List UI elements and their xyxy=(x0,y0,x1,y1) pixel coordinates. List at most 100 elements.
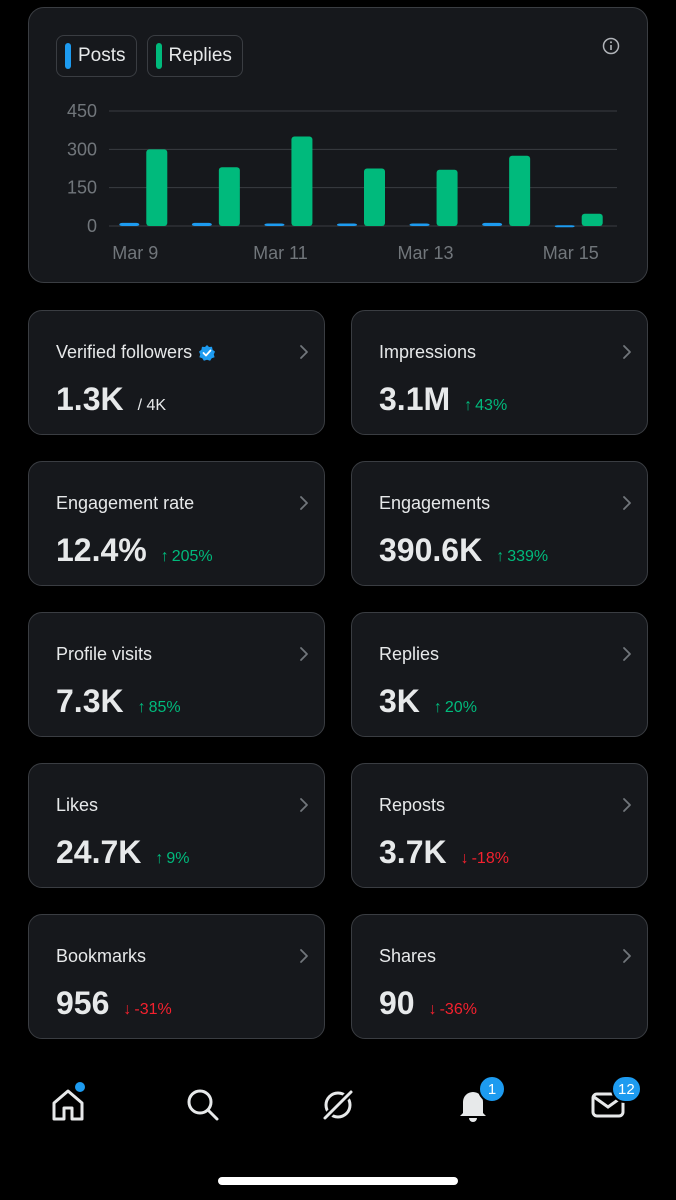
metric-value: 90 xyxy=(379,985,415,1021)
metric-label-text: Bookmarks xyxy=(56,946,147,966)
metric-tile-impressions[interactable]: Impressions 3.1M ↑ 43% xyxy=(351,310,648,435)
tab-messages[interactable]: 12 xyxy=(583,1075,642,1130)
metric-value-row: 3.7K ↓ -18% xyxy=(379,834,509,871)
metric-tile-engagement-rate[interactable]: Engagement rate 12.4% ↑ 205% xyxy=(28,461,325,586)
metric-value-row: 956 ↓ -31% xyxy=(56,985,172,1022)
chevron-right-icon xyxy=(623,345,631,359)
metric-delta: ↑ 43% xyxy=(464,397,507,415)
bottom-tab-bar: 1 12 xyxy=(0,1060,676,1150)
chevron-right-icon xyxy=(623,496,631,510)
tab-notifications[interactable]: 1 xyxy=(448,1075,506,1130)
info-icon[interactable] xyxy=(602,37,620,55)
metric-label: Shares xyxy=(379,946,436,967)
arrow-up-icon: ↑ xyxy=(155,850,164,867)
replies-bar xyxy=(146,149,168,226)
y-tick-label: 0 xyxy=(87,216,97,236)
metric-tile-verified-followers[interactable]: Verified followers 1.3K / 4K xyxy=(28,310,325,435)
y-tick-label: 300 xyxy=(67,139,97,159)
posts-bar xyxy=(264,223,285,226)
metric-value-row: 12.4% ↑ 205% xyxy=(56,532,213,569)
metric-tile-engagements[interactable]: Engagements 390.6K ↑ 339% xyxy=(351,461,648,586)
metric-value: 3.7K xyxy=(379,834,447,870)
metric-label-text: Replies xyxy=(379,644,440,664)
metric-tile-replies[interactable]: Replies 3K ↑ 20% xyxy=(351,612,648,737)
metric-tile-profile-visits[interactable]: Profile visits 7.3K ↑ 85% xyxy=(28,612,325,737)
arrow-up-icon: ↑ xyxy=(160,548,169,565)
chevron-right-icon xyxy=(300,345,308,359)
replies-bar xyxy=(581,213,603,226)
chevron-right-icon xyxy=(300,798,308,812)
metric-tile-likes[interactable]: Likes 24.7K ↑ 9% xyxy=(28,763,325,888)
metric-value-row: 24.7K ↑ 9% xyxy=(56,834,190,871)
posts-bar xyxy=(554,225,575,228)
metric-value: 1.3K xyxy=(56,381,124,417)
x-tick-label: Mar 11 xyxy=(253,243,308,263)
home-new-dot xyxy=(75,1082,85,1092)
metric-value: 24.7K xyxy=(56,834,142,870)
metric-label: Bookmarks xyxy=(56,946,146,967)
posts-bar xyxy=(337,223,357,226)
metric-value: 956 xyxy=(56,985,110,1021)
chevron-right-icon xyxy=(300,949,308,963)
metric-delta: ↑ 339% xyxy=(496,548,548,566)
grok-icon xyxy=(321,1088,355,1122)
metric-label-text: Engagement rate xyxy=(56,493,195,513)
metric-delta-value: 205% xyxy=(171,548,213,565)
metric-value: 3.1M xyxy=(379,381,451,417)
metric-delta-value: -31% xyxy=(134,1001,172,1018)
chevron-right-icon xyxy=(623,647,631,661)
metric-value-row: 3.1M ↑ 43% xyxy=(379,381,507,418)
metric-delta-value: 339% xyxy=(507,548,549,565)
metric-label: Engagement rate xyxy=(56,493,194,514)
metric-value: 7.3K xyxy=(56,683,124,719)
metric-label-text: Reposts xyxy=(379,795,446,815)
chart-legend: Posts Replies xyxy=(56,35,243,77)
metric-value-row: 1.3K / 4K xyxy=(56,381,166,418)
metric-delta-value: 43% xyxy=(475,397,508,414)
tab-search[interactable] xyxy=(178,1080,228,1130)
metric-delta-value: 85% xyxy=(148,699,181,716)
metric-delta-value: -36% xyxy=(439,1001,477,1018)
metric-tile-reposts[interactable]: Reposts 3.7K ↓ -18% xyxy=(351,763,648,888)
arrow-down-icon: ↓ xyxy=(428,1001,437,1018)
arrow-down-icon: ↓ xyxy=(460,850,469,867)
posts-bar xyxy=(482,222,503,226)
tab-home[interactable] xyxy=(43,1080,93,1130)
x-tick-label: Mar 9 xyxy=(112,243,158,263)
metric-label-text: Shares xyxy=(379,946,437,966)
bell-icon xyxy=(460,1092,486,1122)
metric-label-text: Engagements xyxy=(379,493,491,513)
chevron-right-icon xyxy=(623,949,631,963)
metric-value-row: 90 ↓ -36% xyxy=(379,985,477,1022)
metric-total: / 4K xyxy=(137,397,167,414)
arrow-up-icon: ↑ xyxy=(137,699,146,716)
messages-badge: 12 xyxy=(611,1075,642,1103)
metric-value-row: 390.6K ↑ 339% xyxy=(379,532,548,569)
arrow-up-icon: ↑ xyxy=(433,699,442,716)
metric-label: Impressions xyxy=(379,342,476,363)
chevron-right-icon xyxy=(623,798,631,812)
verified-badge-icon xyxy=(199,344,216,361)
arrow-up-icon: ↑ xyxy=(464,397,473,414)
metric-label-text: Impressions xyxy=(379,342,477,362)
legend-replies-toggle[interactable]: Replies xyxy=(146,35,243,77)
metric-label-text: Profile visits xyxy=(56,644,153,664)
legend-posts-toggle[interactable]: Posts xyxy=(56,35,137,77)
metric-tile-bookmarks[interactable]: Bookmarks 956 ↓ -31% xyxy=(28,914,325,1039)
metric-value: 3K xyxy=(379,683,420,719)
tab-grok[interactable] xyxy=(313,1080,363,1130)
metric-value-row: 3K ↑ 20% xyxy=(379,683,477,720)
replies-swatch xyxy=(155,43,162,69)
y-tick-label: 150 xyxy=(67,178,97,198)
metric-delta: ↓ -18% xyxy=(461,850,509,868)
metric-label: Reposts xyxy=(379,795,445,816)
metric-delta: ↑ 20% xyxy=(434,699,477,717)
metric-tile-shares[interactable]: Shares 90 ↓ -36% xyxy=(351,914,648,1039)
metric-delta-value: 20% xyxy=(444,699,477,716)
metric-label: Engagements xyxy=(379,493,490,514)
metric-value: 390.6K xyxy=(379,532,483,568)
metric-label: Verified followers xyxy=(56,342,216,363)
metric-delta-value: 9% xyxy=(166,850,190,867)
legend-replies-label: Replies xyxy=(168,45,232,66)
posts-bar xyxy=(409,223,430,226)
